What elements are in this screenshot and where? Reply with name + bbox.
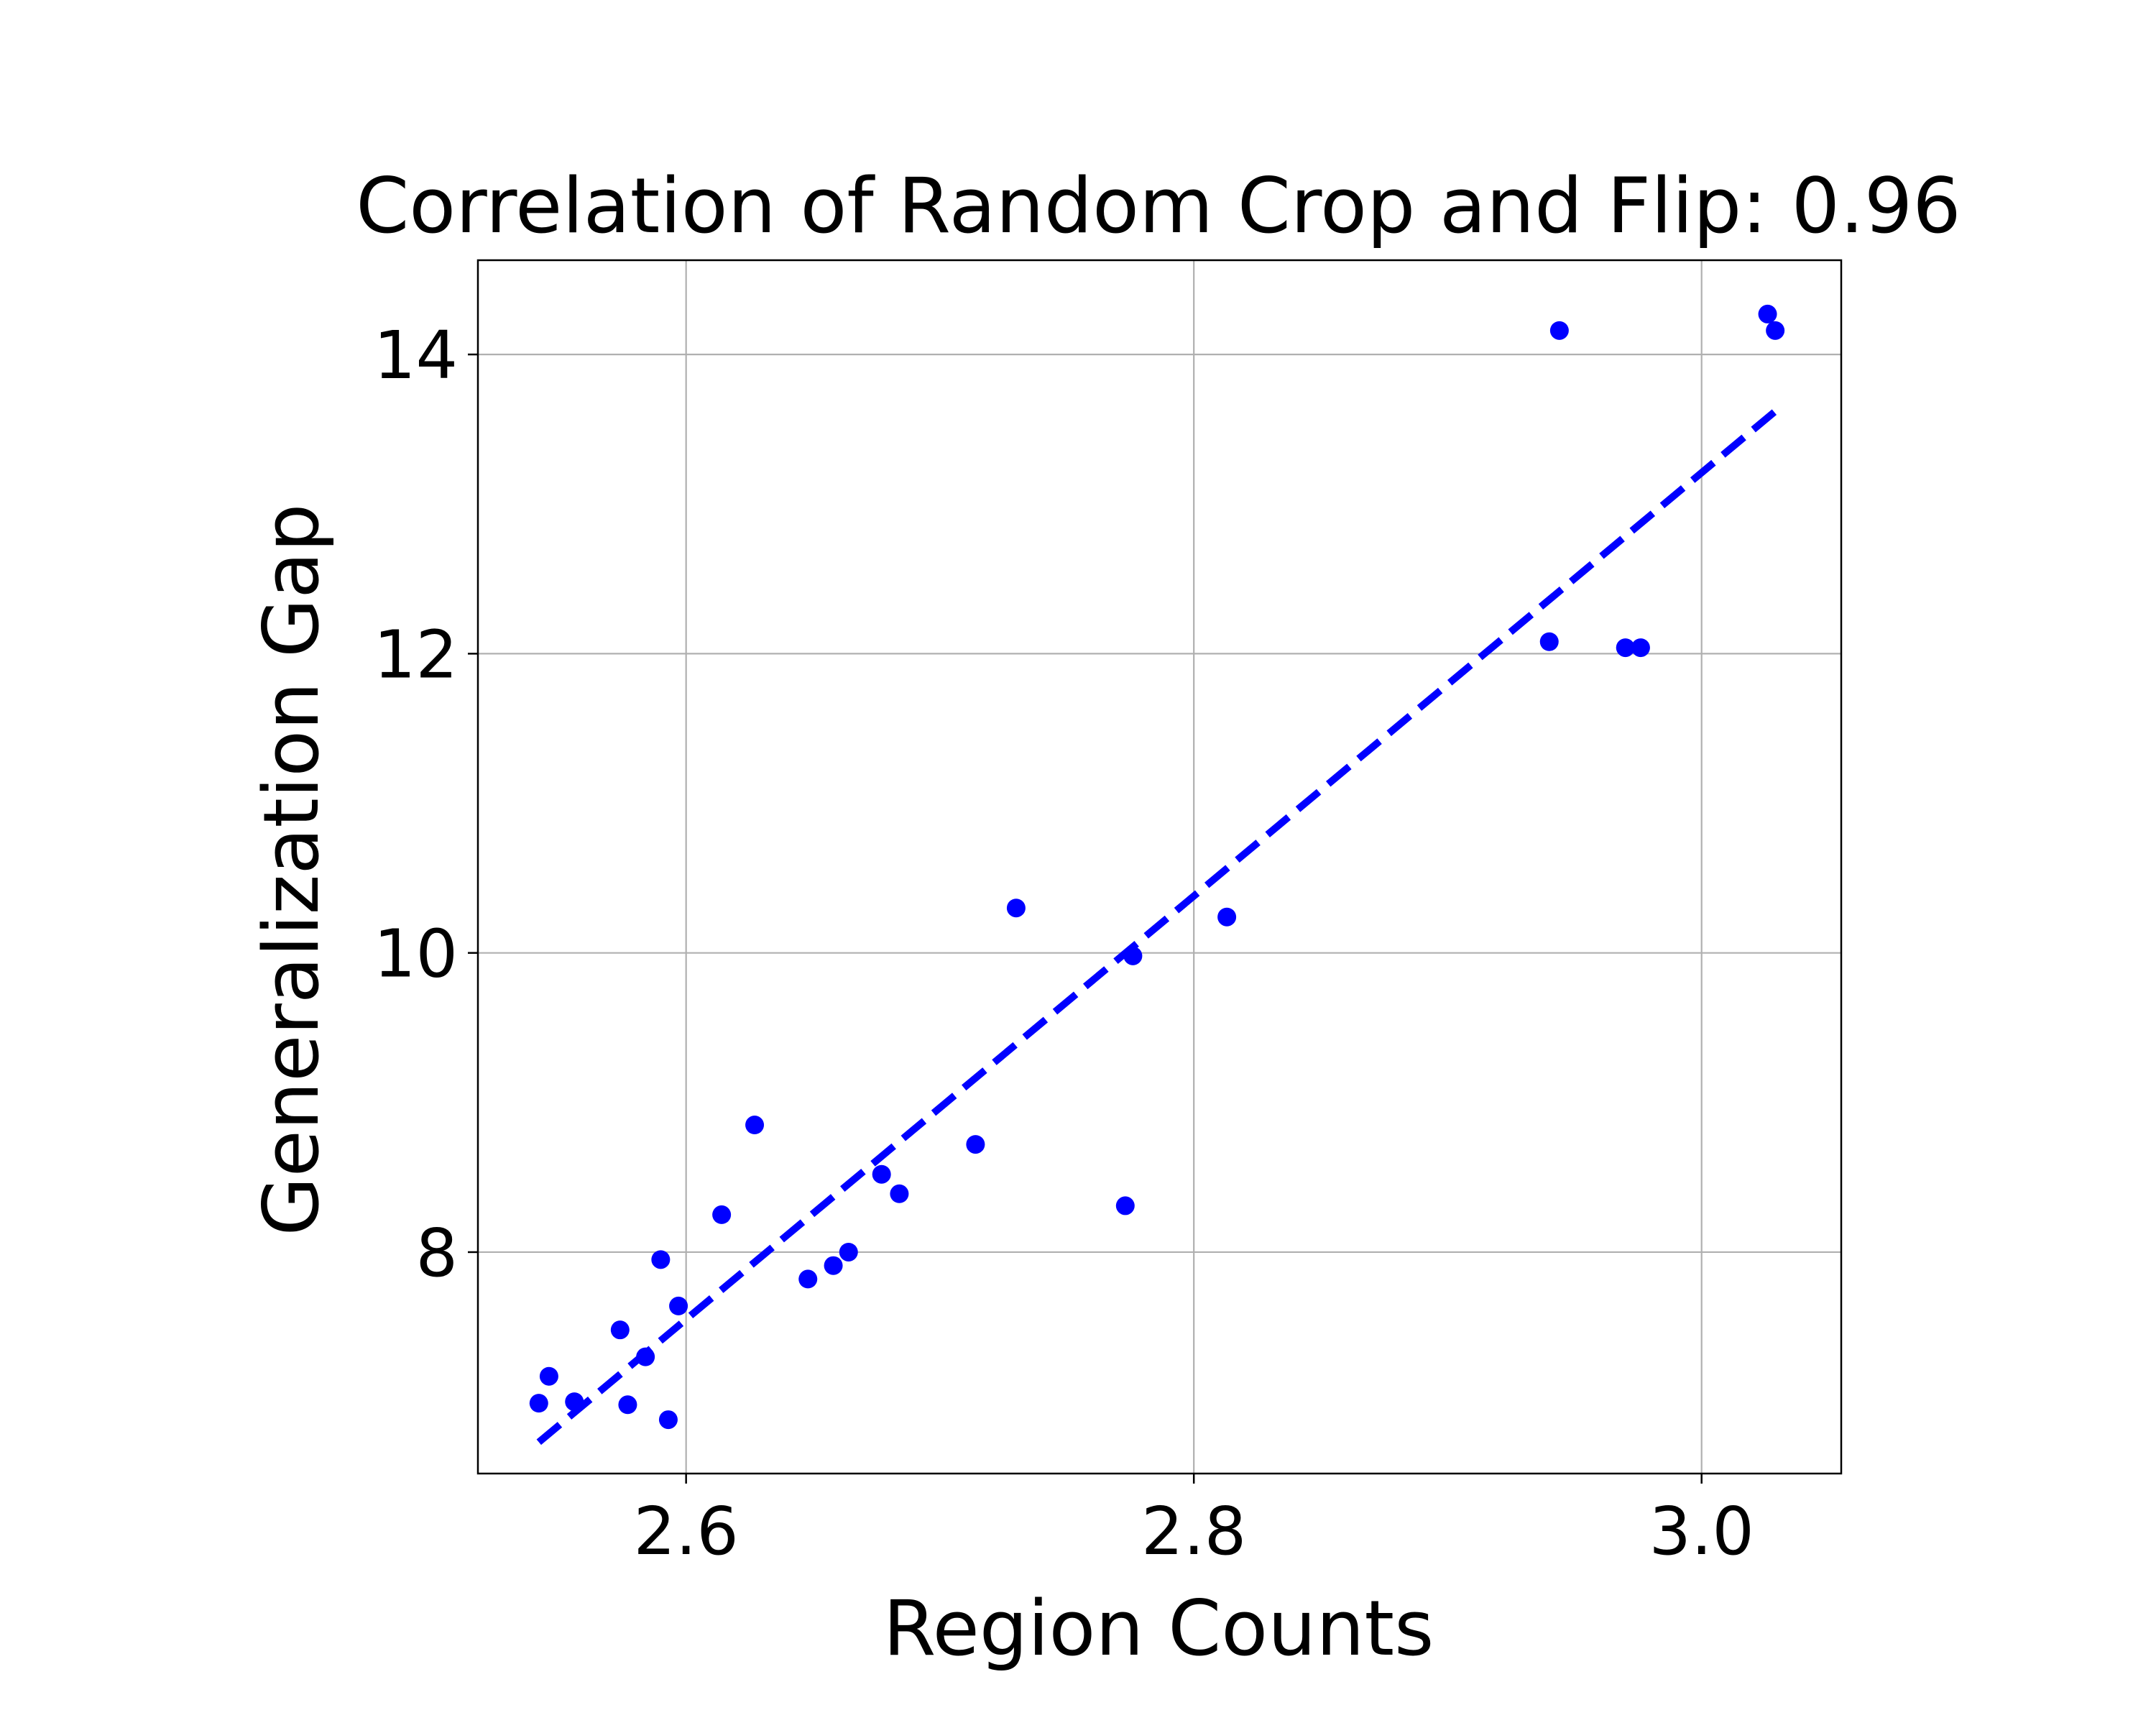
scatter-point [651, 1250, 671, 1269]
scatter-point [745, 1116, 765, 1135]
grid-lines [478, 260, 1841, 1474]
scatter-point [610, 1320, 630, 1340]
scatter-point [798, 1269, 818, 1289]
scatter-point [1217, 907, 1237, 927]
y-axis-ticks: 8 10 12 14 [374, 317, 478, 1292]
y-tick-label: 12 [374, 616, 458, 693]
scatter-point [636, 1347, 655, 1366]
trendline-layer [536, 408, 1778, 1446]
x-tick-label: 2.8 [1141, 1493, 1246, 1570]
y-tick-label: 8 [415, 1215, 458, 1292]
scatter-point [1115, 1196, 1135, 1215]
scatter-point [565, 1392, 584, 1412]
scatter-point [618, 1395, 637, 1415]
y-tick-label: 10 [374, 916, 458, 993]
scatter-point [966, 1135, 985, 1154]
scatter-point [1549, 321, 1569, 340]
scatter-point [1616, 638, 1635, 658]
scatter-point [1123, 946, 1143, 965]
trendline [536, 408, 1778, 1446]
x-tick-label: 2.6 [634, 1493, 739, 1570]
scatter-point [890, 1184, 909, 1203]
y-axis-label: Generalization Gap [247, 504, 336, 1236]
scatter-point [669, 1296, 688, 1315]
scatter-point [529, 1394, 548, 1413]
scatter-point [539, 1366, 558, 1386]
scatter-point [1766, 321, 1785, 340]
data-points [529, 304, 1785, 1430]
scatter-point [1758, 304, 1777, 323]
scatter-point [839, 1242, 858, 1261]
scatter-point [824, 1256, 843, 1275]
x-axis-label: Region Counts [883, 1584, 1434, 1673]
scatter-point [1006, 899, 1026, 918]
x-axis-ticks: 2.6 2.8 3.0 [634, 1474, 1754, 1570]
scatter-point [712, 1205, 732, 1224]
scatter-point [1539, 632, 1559, 651]
scatter-point [872, 1164, 891, 1184]
scatter-point [658, 1410, 678, 1430]
y-tick-label: 14 [374, 317, 458, 394]
scatter-point [1631, 638, 1650, 658]
x-tick-label: 3.0 [1649, 1493, 1754, 1570]
plot-frame [476, 259, 1843, 1475]
chart-title: Correlation of Random Crop and Flip: 0.9… [356, 162, 1961, 250]
